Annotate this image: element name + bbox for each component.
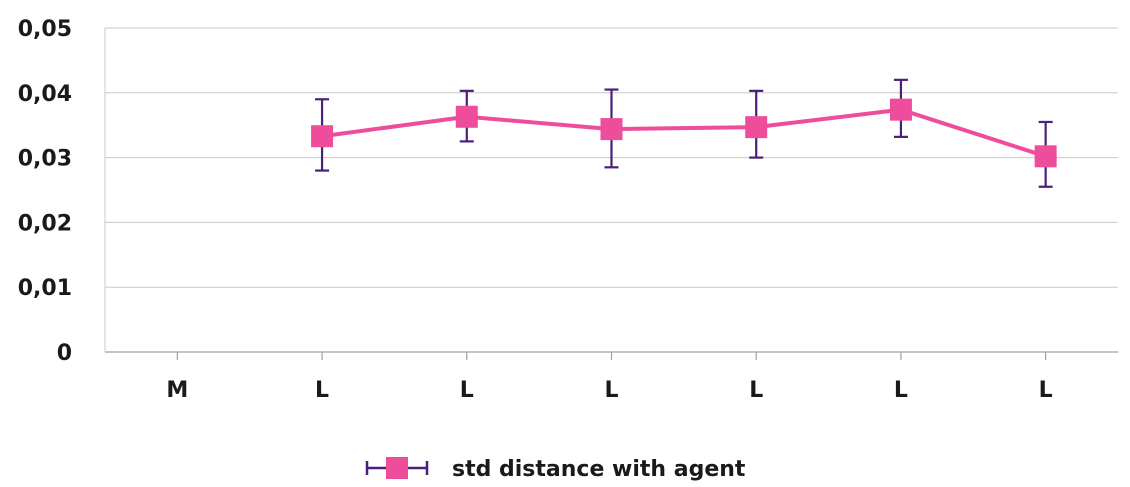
error-bars: [315, 78, 1053, 188]
y-tick-label: 0,03: [18, 147, 72, 172]
x-tick-label: L: [604, 378, 618, 403]
y-tick-label: 0,01: [18, 276, 72, 301]
x-tick-label: L: [1039, 378, 1053, 403]
data-point-marker: [889, 98, 912, 121]
x-tick-label: L: [315, 378, 329, 403]
y-tick-label: 0,04: [18, 82, 72, 107]
data-point-marker: [600, 118, 623, 141]
x-tick-label: L: [894, 378, 908, 403]
x-tick-label: M: [166, 378, 188, 403]
legend-marker: [386, 457, 408, 479]
y-axis-ticks: 0 0,01 0,02 0,03 0,04 0,05: [18, 17, 72, 366]
series-markers: [311, 98, 1057, 168]
x-tick-label: L: [460, 378, 474, 403]
data-point-marker: [1034, 145, 1057, 168]
series-line: [321, 107, 1047, 159]
legend: std distance with agent: [365, 457, 746, 482]
series-lines: [321, 107, 1047, 159]
y-tick-label: 0,05: [18, 17, 72, 42]
y-tick-label: 0,02: [18, 211, 72, 236]
data-point-marker: [455, 105, 478, 128]
data-point-marker: [311, 125, 334, 148]
legend-label: std distance with agent: [452, 457, 746, 482]
data-point-marker: [745, 116, 768, 139]
x-tick-label: L: [749, 378, 763, 403]
y-tick-label: 0: [57, 341, 72, 366]
